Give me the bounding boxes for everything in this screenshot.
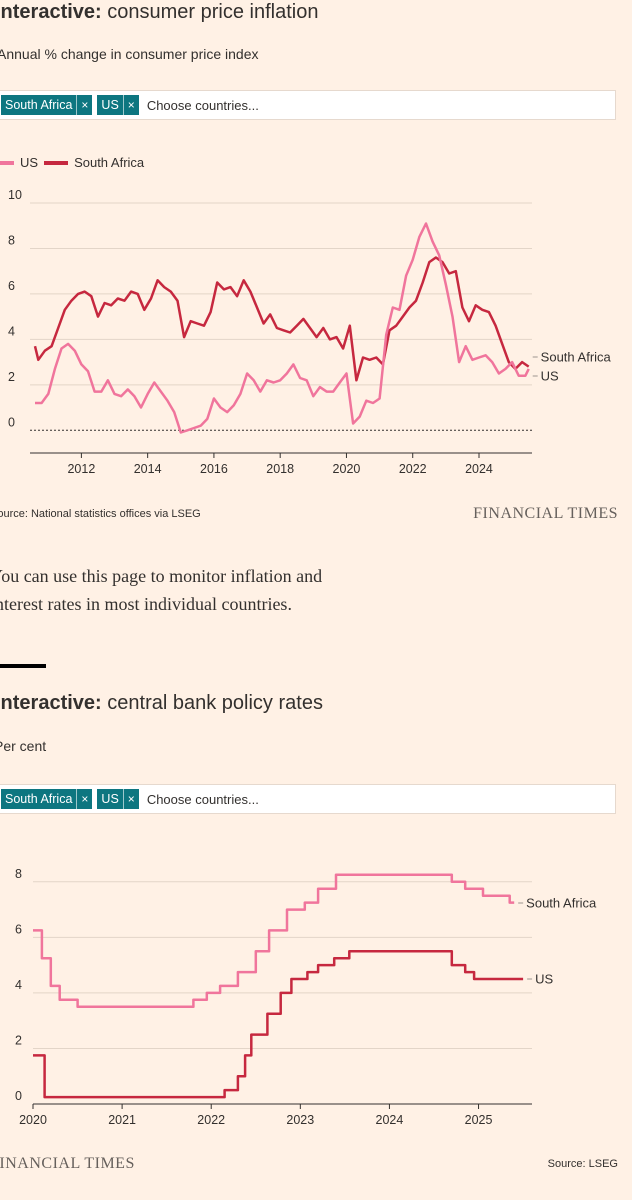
section-divider bbox=[0, 664, 46, 668]
choose-countries-input[interactable]: Choose countries... bbox=[146, 791, 259, 807]
legend-swatch-us bbox=[0, 160, 14, 165]
inflation-country-picker[interactable]: South Africa × US × Choose countries... bbox=[0, 90, 616, 120]
y-tick-label: 4 bbox=[15, 978, 22, 992]
x-tick-label: 2020 bbox=[19, 1113, 47, 1127]
x-tick-label: 2024 bbox=[465, 462, 493, 476]
x-tick-label: 2021 bbox=[108, 1113, 136, 1127]
series-line-us bbox=[33, 949, 524, 1099]
x-tick-label: 2022 bbox=[399, 462, 427, 476]
rates-chart-subtitle: Per cent bbox=[0, 738, 47, 754]
ft-logo-bottom: FINANCIAL TIMES bbox=[0, 1155, 135, 1172]
inflation-chart-subtitle: Annual % change in consumer price index bbox=[0, 46, 259, 62]
inflation-source: Source: National statistics offices via … bbox=[0, 508, 201, 520]
inflation-legend: US South Africa bbox=[0, 155, 150, 170]
body-paragraph: You can use this page to monitor inflati… bbox=[0, 566, 323, 614]
end-label-south-africa: South Africa bbox=[526, 896, 597, 911]
y-tick-label: 6 bbox=[8, 279, 15, 293]
legend-item-us: US bbox=[0, 155, 38, 170]
remove-south-africa-icon[interactable]: × bbox=[76, 95, 88, 115]
x-tick-label: 2014 bbox=[134, 462, 162, 476]
remove-south-africa-icon[interactable]: × bbox=[76, 789, 88, 809]
chip-us[interactable]: US × bbox=[97, 95, 139, 115]
series-line-south-africa bbox=[33, 873, 515, 1009]
chip-south-africa[interactable]: South Africa × bbox=[1, 95, 93, 115]
y-tick-label: 0 bbox=[8, 415, 15, 429]
legend-swatch-south-africa bbox=[44, 160, 69, 165]
y-tick-label: 2 bbox=[8, 370, 15, 384]
end-label-us: US bbox=[535, 972, 553, 987]
rates-source: Source: LSEG bbox=[547, 1158, 618, 1170]
ft-logo-top: FINANCIAL TIMES bbox=[473, 505, 618, 522]
policy-rates-chart: 0 2 4 6 8 2020 2021 2022 2023 2024 2025 South Afric… bbox=[15, 867, 597, 1127]
remove-us-icon[interactable]: × bbox=[122, 95, 135, 115]
x-tick-label: 2024 bbox=[376, 1113, 404, 1127]
x-tick-label: 2016 bbox=[200, 462, 228, 476]
inflation-chart: 0 2 4 6 8 10 2012 2014 2016 2018 2020 2022 2024 South… bbox=[8, 188, 612, 476]
rates-chart-title: Interactive: central bank policy rates bbox=[0, 692, 323, 714]
rates-country-picker[interactable]: South Africa × US × Choose countries... bbox=[0, 784, 616, 814]
y-tick-label: 8 bbox=[8, 233, 15, 247]
y-tick-label: 8 bbox=[15, 867, 22, 881]
series-line-us bbox=[35, 222, 530, 434]
end-label-south-africa: South Africa bbox=[541, 350, 612, 365]
choose-countries-input[interactable]: Choose countries... bbox=[146, 97, 259, 113]
x-tick-label: 2025 bbox=[465, 1113, 493, 1127]
x-tick-label: 2023 bbox=[286, 1113, 314, 1127]
legend-item-south-africa: South Africa bbox=[44, 155, 144, 170]
y-tick-label: 10 bbox=[8, 188, 22, 202]
x-tick-label: 2018 bbox=[266, 462, 294, 476]
chip-south-africa[interactable]: South Africa × bbox=[1, 789, 93, 809]
y-tick-label: 2 bbox=[15, 1033, 22, 1047]
y-tick-label: 0 bbox=[15, 1089, 22, 1103]
y-tick-label: 4 bbox=[8, 324, 15, 338]
y-tick-label: 6 bbox=[15, 922, 22, 936]
inflation-chart-title: Interactive: consumer price inflation bbox=[0, 1, 319, 23]
x-tick-label: 2012 bbox=[67, 462, 95, 476]
chip-us[interactable]: US × bbox=[97, 789, 139, 809]
remove-us-icon[interactable]: × bbox=[122, 789, 135, 809]
x-tick-label: 2022 bbox=[197, 1113, 225, 1127]
series-line-south-africa bbox=[33, 256, 530, 382]
x-tick-label: 2020 bbox=[333, 462, 361, 476]
end-label-us: US bbox=[541, 369, 559, 384]
